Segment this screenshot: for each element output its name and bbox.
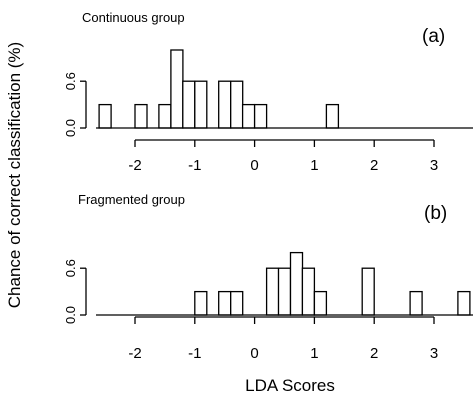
y-tick-label: 0.0 — [63, 306, 78, 324]
x-tick-label: 1 — [310, 345, 318, 362]
histogram-bar — [182, 80, 196, 129]
x-tick-label: 3 — [430, 157, 438, 174]
x-tick-label: -2 — [128, 157, 141, 174]
x-tick-label: 2 — [370, 157, 378, 174]
histogram-bar — [265, 267, 280, 316]
x-tick-label: 0 — [250, 157, 258, 174]
x-tick-label: -1 — [188, 157, 201, 174]
histogram-bar — [457, 290, 471, 316]
histogram-bar — [230, 290, 244, 316]
histogram-bar — [194, 80, 208, 129]
y-axis-title: Chance of correct classification (%) — [5, 42, 24, 308]
y-tick-label: 0.6 — [63, 259, 78, 277]
histogram-bar — [361, 267, 375, 316]
histogram-bar — [134, 103, 148, 129]
histogram-bar — [170, 49, 184, 129]
x-tick-label: 1 — [310, 157, 318, 174]
y-tick-label: 0.0 — [63, 119, 78, 137]
x-tick-label: -1 — [188, 345, 201, 362]
histogram-bar — [241, 103, 256, 129]
x-tick-label: 0 — [250, 345, 258, 362]
histogram-bar — [218, 80, 232, 129]
histogram-bar — [253, 103, 268, 129]
x-tick-label: 2 — [370, 345, 378, 362]
histogram-bar — [325, 103, 340, 129]
histogram-bar — [98, 103, 112, 129]
x-tick-label: 3 — [430, 345, 438, 362]
histogram-bar — [313, 290, 328, 316]
continuous-group-panel: Continuous group (a) -2 -1 0 1 2 3 0.0 0.6 — [63, 10, 473, 174]
histogram-bar — [194, 290, 208, 316]
histogram-bar — [409, 290, 423, 316]
fragmented-group-title: Fragmented group — [78, 192, 185, 207]
continuous-group-title: Continuous group — [82, 10, 185, 25]
panel-label-a: (a) — [422, 26, 445, 47]
histogram-bar — [230, 80, 244, 129]
x-tick-label: -2 — [128, 345, 141, 362]
panel-label-b: (b) — [424, 203, 447, 224]
histogram-bar — [277, 267, 292, 316]
x-axis-title: LDA Scores — [245, 376, 335, 395]
fragmented-group-panel: Fragmented group (b) -2 -1 0 1 2 3 0.0 0.6 — [63, 192, 473, 362]
y-tick-label: 0.6 — [63, 72, 78, 90]
histogram-bar — [289, 251, 304, 316]
histogram-bar — [301, 267, 316, 316]
histogram-bar — [158, 103, 172, 129]
histogram-bar — [218, 290, 232, 316]
